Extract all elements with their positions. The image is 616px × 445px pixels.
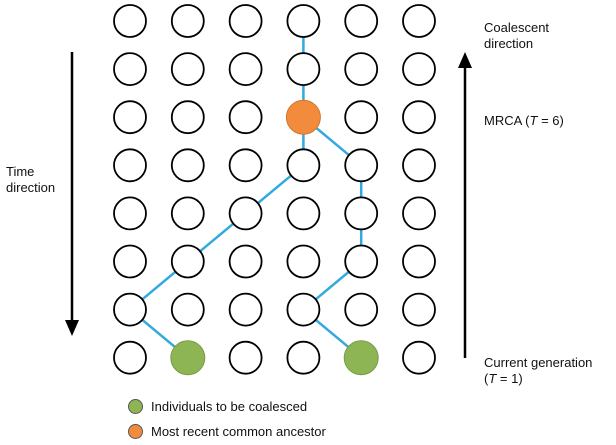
individual-node [113, 292, 147, 327]
individual-node [286, 340, 321, 375]
individual-node [170, 100, 205, 135]
individual-node [170, 52, 205, 86]
individual-node [344, 4, 379, 38]
coalescent-direction-label: Coalescent direction [484, 20, 550, 51]
mrca-label: MRCA (T = 6) [484, 113, 564, 128]
individual-node [228, 196, 263, 231]
individual-node [402, 244, 436, 279]
time-direction-label: Time direction [6, 164, 56, 195]
individual-node [228, 244, 263, 279]
individual-node [228, 100, 263, 135]
green-circle-icon [128, 399, 143, 414]
individual-node [228, 52, 263, 86]
individual-node [344, 292, 379, 327]
individual-node [344, 196, 379, 231]
individual-node [286, 4, 321, 38]
individual-node [402, 292, 436, 327]
individual-node [170, 196, 205, 231]
individual-node [113, 4, 147, 38]
time-direction-arrow [65, 52, 79, 336]
legend-item-coalesced: Individuals to be coalesced [128, 399, 307, 414]
legend-item-mrca: Most recent common ancestor [128, 424, 326, 439]
individual-node [286, 196, 321, 231]
lineage-line [128, 117, 305, 359]
orange-circle-icon [128, 424, 143, 439]
individual-node [228, 4, 263, 38]
individual-node [228, 148, 263, 183]
individual-node [402, 196, 436, 231]
individual-node [286, 244, 321, 279]
individual-node [286, 52, 321, 86]
individual-node [170, 4, 205, 38]
individual-node [344, 148, 379, 183]
individual-node [402, 100, 436, 135]
individual-node [402, 4, 436, 38]
coalesced-individual-node [170, 340, 206, 376]
individual-node [402, 52, 436, 86]
individual-node [113, 52, 147, 86]
individual-node [402, 148, 436, 183]
individual-node [113, 196, 147, 231]
current-generation-label: Current generation (T = 1) [484, 355, 593, 386]
individual-node [228, 340, 263, 375]
individual-node [286, 292, 321, 327]
mrca-node [285, 99, 321, 135]
individual-node [113, 244, 147, 279]
individual-node [170, 292, 205, 327]
individual-node [344, 244, 379, 279]
individual-node [286, 148, 321, 183]
individual-node [170, 244, 205, 279]
individual-node [344, 52, 379, 86]
legend-label: Most recent common ancestor [151, 424, 326, 439]
coalesced-individual-node [343, 340, 379, 376]
individual-node [402, 340, 436, 375]
coalescent-direction-arrow [458, 52, 472, 358]
individual-grid [113, 4, 436, 376]
individual-node [113, 148, 147, 183]
individual-node [344, 100, 379, 135]
individual-node [113, 340, 147, 375]
individual-node [113, 100, 147, 135]
legend-label: Individuals to be coalesced [151, 399, 308, 414]
individual-node [170, 148, 205, 183]
individual-node [228, 292, 263, 327]
